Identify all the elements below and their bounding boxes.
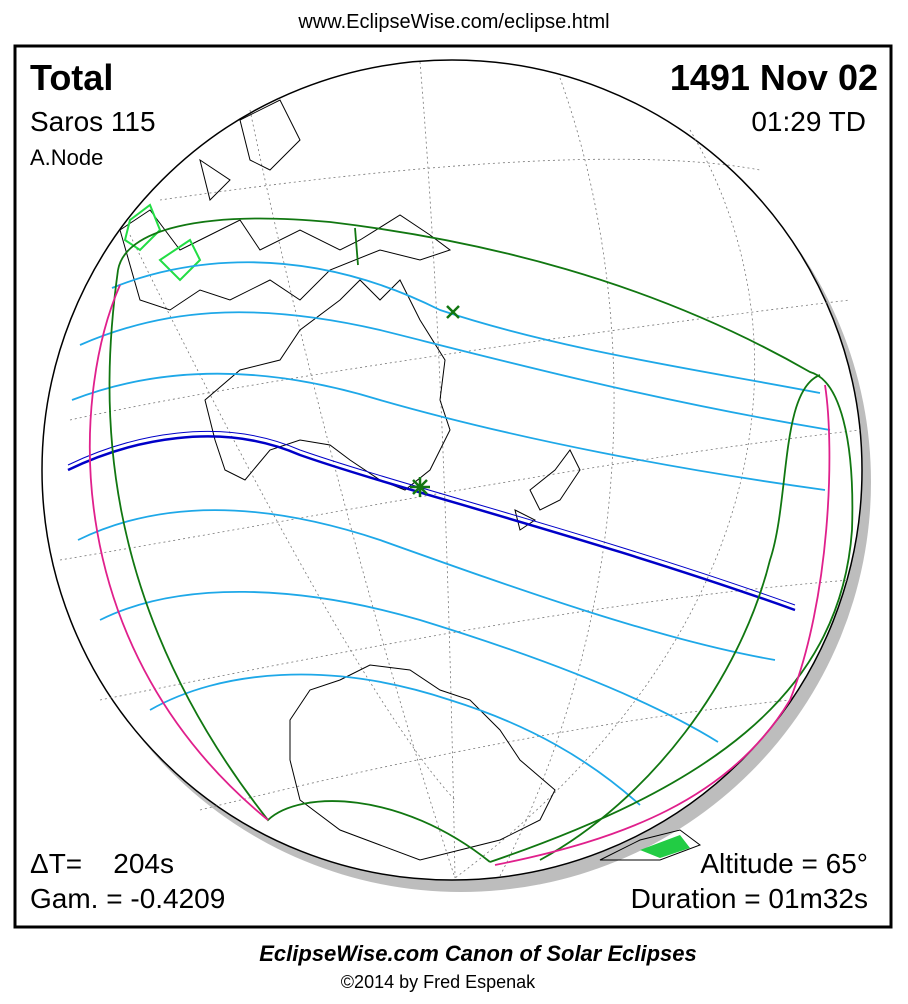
copyright: ©2014 by Fred Espenak [341,972,536,992]
altitude: Altitude = 65° [700,848,868,879]
globe [41,59,871,892]
saros: Saros 115 [30,106,156,137]
time: 01:29 TD [751,106,866,137]
duration: Duration = 01m32s [631,883,868,914]
delta-t: ΔT= 204s [30,848,174,879]
node: A.Node [30,145,103,170]
gamma: Gam. = -0.4209 [30,883,225,914]
eclipse-type: Total [30,57,113,98]
date: 1491 Nov 02 [670,57,878,98]
footer-title: EclipseWise.com Canon of Solar Eclipses [259,941,697,966]
url: www.EclipseWise.com/eclipse.html [297,11,609,33]
